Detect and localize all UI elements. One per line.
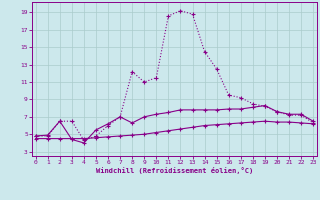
X-axis label: Windchill (Refroidissement éolien,°C): Windchill (Refroidissement éolien,°C) [96,167,253,174]
